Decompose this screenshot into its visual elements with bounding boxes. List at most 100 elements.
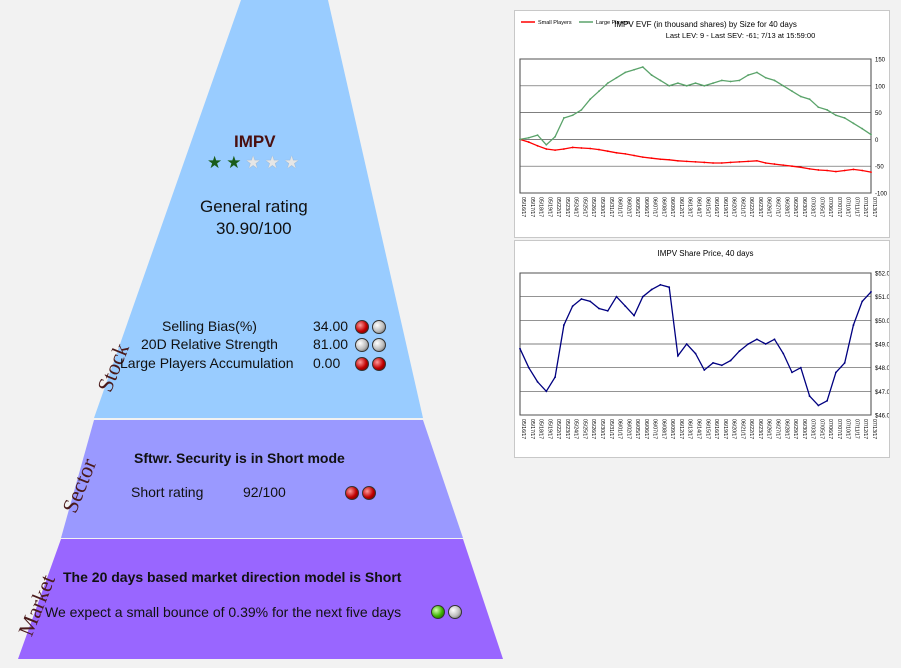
x-tick-label: 07/10/17 [845,419,851,439]
data-point [799,95,802,98]
data-point [799,366,802,369]
x-tick-label: 05/19/17 [546,419,552,439]
data-point [756,71,758,74]
metric-label: Selling Bias(%) [162,318,257,334]
data-point [852,168,855,171]
data-point [527,141,530,143]
data-point [650,157,653,160]
x-tick-label: 06/29/17 [792,419,798,439]
x-tick-label: 06/07/17 [652,197,658,217]
x-tick-label: 06/22/17 [748,197,754,217]
x-tick-label: 07/03/17 [810,419,816,439]
data-point [720,162,723,164]
general-rating-value: 30.90/100 [216,219,292,238]
data-point [764,76,767,79]
x-tick-label: 06/19/17 [722,419,728,439]
x-tick-label: 05/31/17 [608,197,614,217]
market-headline: The 20 days based market direction model… [63,569,402,585]
red-ball-icon [372,356,386,371]
x-tick-label: 07/11/17 [853,197,859,217]
x-tick-label: 06/01/17 [617,419,623,439]
metric-label: Large Players Accumulation [120,355,294,371]
chart-subtitle: Last LEV: 9 - Last SEV: -61; 7/13 at 15:… [666,31,816,40]
data-point [606,82,609,85]
data-point [791,371,793,374]
x-tick-label: 06/29/17 [792,197,798,217]
data-point [861,300,864,303]
data-point [545,143,548,146]
x-tick-label: 05/16/17 [520,197,526,217]
x-tick-label: 05/24/17 [573,419,579,439]
data-point [782,352,785,355]
x-tick-label: 05/17/17 [529,197,535,217]
data-point [606,150,609,153]
data-point [598,148,600,151]
x-tick-label: 06/27/17 [774,419,780,439]
data-point [773,79,776,82]
short-rating-label: Short rating [131,484,204,500]
data-point [527,366,530,369]
data-point [554,149,556,152]
x-tick-label: 07/06/17 [827,419,833,439]
data-point [773,338,776,341]
data-point [677,354,679,357]
data-point [650,288,653,291]
grey-ball-icon [372,337,386,352]
data-point [536,134,539,137]
data-point [773,163,776,165]
legend-label: Small Players [538,20,572,26]
x-tick-label: 06/14/17 [696,419,702,439]
x-tick-label: 05/26/17 [590,197,596,217]
red-ball-icon [362,485,376,500]
data-point [571,114,574,117]
data-point [554,376,556,379]
data-point [729,359,732,362]
data-point [589,98,592,101]
data-point [659,283,662,286]
data-point [712,82,714,85]
x-tick-label: 06/08/17 [660,197,666,217]
data-point [843,117,846,119]
x-tick-label: 06/08/17 [660,419,666,439]
x-tick-label: 07/03/17 [810,197,816,217]
x-tick-label: 07/12/17 [862,419,868,439]
x-tick-label: 07/13/17 [871,419,877,439]
x-tick-label: 06/21/17 [739,419,745,439]
x-tick-label: 05/30/17 [599,419,605,439]
price-chart: IMPV Share Price, 40 days $52.0 $51.0 $50.0… [514,240,891,458]
x-tick-label: 07/12/17 [862,197,868,217]
data-point [808,98,811,101]
metric-value: 0.00 [313,355,341,371]
data-point [641,295,644,298]
sector-headline: Sftwr. Security is in Short mode [134,450,345,466]
data-point [835,170,837,173]
data-point [843,362,846,364]
data-point [712,162,714,164]
data-point [554,135,556,138]
data-point [685,84,688,87]
data-point [580,298,583,300]
data-point [782,84,785,87]
data-point [606,309,609,312]
data-point [729,80,732,83]
star-filled-icon: ★ [226,153,242,172]
star-filled-icon: ★ [207,153,223,172]
x-tick-label: 06/19/17 [722,197,728,217]
y-tick-label: $49.0 [875,343,889,349]
data-point [799,166,802,169]
data-point [817,404,820,407]
data-point [764,343,767,345]
x-tick-label: 05/24/17 [573,197,579,217]
x-tick-label: 07/10/17 [845,197,851,217]
data-point [738,79,741,82]
y-tick-label: 0 [875,138,879,144]
y-tick-label: $51.0 [875,295,889,301]
grey-ball-icon [448,604,462,619]
data-point [756,159,758,162]
data-point [720,364,723,367]
data-point [677,82,679,85]
data-point [703,369,706,371]
data-point [764,162,767,164]
data-point [835,371,837,374]
x-tick-label: 06/07/17 [652,419,658,439]
